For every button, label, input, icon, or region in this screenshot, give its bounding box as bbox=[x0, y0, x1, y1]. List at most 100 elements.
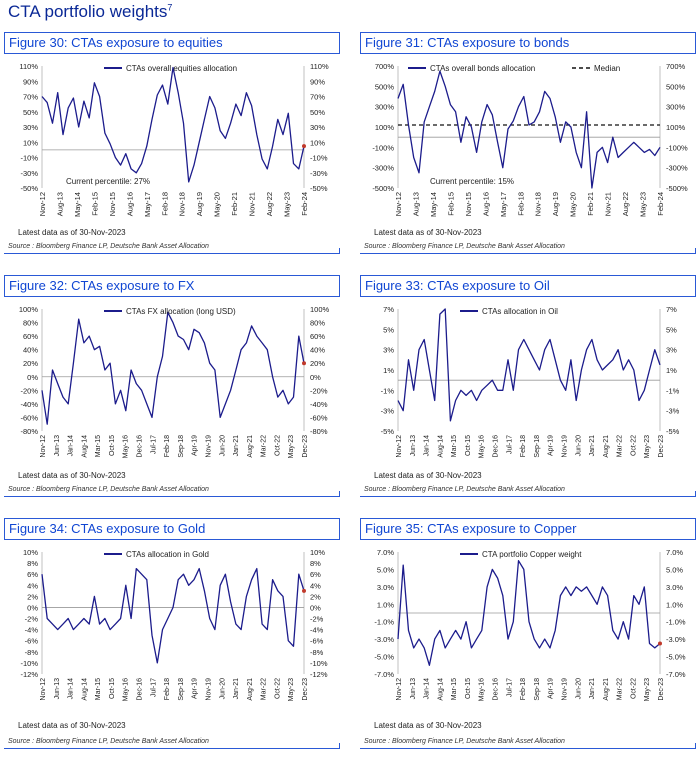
x-tick-label: Mar-15 bbox=[95, 678, 102, 700]
bonds-chart: 700% 500% 300% 100% -100% -300% -500% 700% 500% 3… bbox=[372, 62, 688, 237]
x-tick-label: Jun-13 bbox=[410, 435, 417, 457]
y-tick-label-right: 80% bbox=[310, 319, 325, 328]
x-tick-label: Nov-19 bbox=[561, 678, 568, 701]
y-tick-label: 500% bbox=[375, 82, 395, 91]
y-tick-label: -1% bbox=[381, 386, 395, 395]
latest-data-note: Latest data as of 30-Nov-2023 bbox=[18, 471, 126, 480]
y-tick-label: -30% bbox=[20, 169, 38, 178]
y-tick-label-right: 3.0% bbox=[666, 583, 683, 592]
x-tick-label: Dec-16 bbox=[493, 678, 500, 701]
x-tick-label: Aug-14 bbox=[81, 678, 88, 701]
x-tick-label: Jun-20 bbox=[219, 678, 226, 700]
x-tick-label: Nov-12 bbox=[396, 678, 403, 701]
y-tick-label-right: 1% bbox=[666, 366, 677, 375]
figure-title: Figure 34: CTAs exposure to Gold bbox=[4, 518, 340, 540]
current-percentile-label: Current percentile: 27% bbox=[66, 177, 150, 186]
y-tick-label-right: 110% bbox=[310, 62, 329, 71]
x-tick-label: Nov-15 bbox=[464, 192, 473, 216]
x-tick-label: Aug-14 bbox=[437, 435, 444, 458]
x-tick-label: Aug-13 bbox=[411, 192, 420, 216]
figure-title: Figure 32: CTAs exposure to FX bbox=[4, 275, 340, 297]
y-tick-label-right: -80% bbox=[310, 427, 328, 436]
y-tick-label: 60% bbox=[23, 332, 38, 341]
source-note: Source : Bloomberg Finance LP, Deutsche … bbox=[364, 243, 565, 250]
figure-title: Figure 30: CTAs exposure to equities bbox=[4, 32, 340, 54]
y-tick-label: -5% bbox=[381, 427, 395, 436]
y-tick-label-right: -12% bbox=[310, 670, 328, 679]
x-tick-label: Feb-18 bbox=[516, 192, 525, 216]
x-tick-label: Mar-22 bbox=[261, 678, 268, 700]
x-tick-label: May-16 bbox=[479, 435, 486, 458]
series-line bbox=[41, 567, 305, 664]
x-tick-label: Aug-19 bbox=[195, 192, 204, 216]
x-tick-label: Aug-16 bbox=[125, 192, 134, 216]
y-tick-label-right: 7% bbox=[666, 305, 677, 314]
y-tick-label-right: 8% bbox=[310, 559, 321, 568]
x-tick-label: May-23 bbox=[644, 678, 651, 701]
y-tick-label-right: -500% bbox=[666, 184, 688, 193]
copper-chart: 7.0% 5.0% 3.0% 1.0% -1.0% -3.0% -5.0% -7.0% 7.0%… bbox=[374, 548, 686, 730]
y-tick-label-right: 4% bbox=[310, 581, 321, 590]
y-tick-label-right: -40% bbox=[310, 400, 328, 409]
y-tick-label: -4% bbox=[25, 626, 39, 635]
y-tick-label-right: 5% bbox=[666, 325, 677, 334]
y-tick-label-right: -7.0% bbox=[666, 670, 686, 679]
x-tick-label: Mar-22 bbox=[261, 435, 268, 457]
y-tick-label: 3.0% bbox=[377, 583, 394, 592]
y-tick-label-right: 5.0% bbox=[666, 565, 683, 574]
gold-chart: 10% 8% 6% 4% 2% 0% -2% -4% -6% -8% -10% -12% 10% 8% 6%… bbox=[18, 548, 328, 730]
y-tick-label-right: -300% bbox=[666, 164, 688, 173]
x-tick-label: Jul-17 bbox=[506, 435, 513, 454]
x-tick-label: Sep-18 bbox=[534, 435, 541, 458]
x-tick-label: Feb-18 bbox=[520, 678, 527, 700]
last-point-marker bbox=[302, 361, 306, 366]
y-tick-label-right: 20% bbox=[310, 359, 325, 368]
x-tick-label: Feb-18 bbox=[520, 435, 527, 457]
figure-title: Figure 33: CTAs exposure to Oil bbox=[360, 275, 696, 297]
y-tick-label-right: 100% bbox=[666, 123, 686, 132]
y-tick-label: -6% bbox=[25, 637, 39, 646]
x-tick-label: Jan-21 bbox=[233, 678, 240, 700]
x-tick-label: Mar-15 bbox=[451, 678, 458, 700]
y-tick-label-right: 700% bbox=[666, 62, 686, 71]
oil-chart: 7% 5% 3% 1% -1% -3% -5% 7% 5% 3% 1% -1% -3% -5% CTAs a… bbox=[374, 305, 680, 480]
x-tick-label: Nov-12 bbox=[394, 192, 403, 216]
x-tick-label: Nov-12 bbox=[396, 435, 403, 458]
x-tick-label: Jun-13 bbox=[54, 678, 61, 700]
y-tick-label: -80% bbox=[20, 427, 38, 436]
source-divider bbox=[4, 743, 340, 749]
y-tick-label-right: 7.0% bbox=[666, 548, 683, 557]
x-tick-label: Jul-17 bbox=[150, 678, 157, 697]
x-tick-label: Nov-19 bbox=[205, 435, 212, 458]
x-tick-label: Oct-22 bbox=[274, 435, 281, 456]
x-tick-label: Dec-23 bbox=[658, 435, 665, 458]
y-tick-label: 5% bbox=[383, 325, 394, 334]
x-tick-label: Jul-17 bbox=[506, 678, 513, 697]
y-tick-label-right: 0% bbox=[310, 603, 321, 612]
y-tick-label-right: 100% bbox=[310, 305, 330, 314]
y-tick-label: -100% bbox=[372, 143, 394, 152]
x-tick-label: Apr-19 bbox=[192, 435, 199, 456]
series-line bbox=[41, 66, 305, 183]
y-tick-label-right: 30% bbox=[310, 123, 325, 132]
y-tick-label: -10% bbox=[20, 659, 38, 668]
y-tick-label: 100% bbox=[375, 123, 395, 132]
x-tick-label: Feb-18 bbox=[160, 192, 169, 216]
y-tick-label-right: 6% bbox=[310, 570, 321, 579]
y-tick-label-right: 40% bbox=[310, 346, 325, 355]
y-tick-label: 7% bbox=[383, 305, 394, 314]
x-tick-label: Jun-20 bbox=[575, 435, 582, 457]
x-tick-label: Jul-17 bbox=[150, 435, 157, 454]
x-tick-label: Oct-22 bbox=[630, 435, 637, 456]
y-tick-label-right: -50% bbox=[310, 184, 328, 193]
y-tick-label: 10% bbox=[23, 138, 38, 147]
panel-bonds: Figure 31: CTAs exposure to bonds 700% 50… bbox=[360, 32, 698, 272]
y-tick-label: -3.0% bbox=[374, 635, 394, 644]
latest-data-note: Latest data as of 30-Nov-2023 bbox=[374, 228, 482, 237]
y-tick-label: 0% bbox=[27, 373, 38, 382]
y-tick-label: -3% bbox=[381, 407, 395, 416]
y-tick-label-right: -10% bbox=[310, 154, 328, 163]
y-tick-label-right: -6% bbox=[310, 637, 324, 646]
y-tick-label: -7.0% bbox=[374, 670, 394, 679]
y-tick-label: -50% bbox=[20, 184, 38, 193]
